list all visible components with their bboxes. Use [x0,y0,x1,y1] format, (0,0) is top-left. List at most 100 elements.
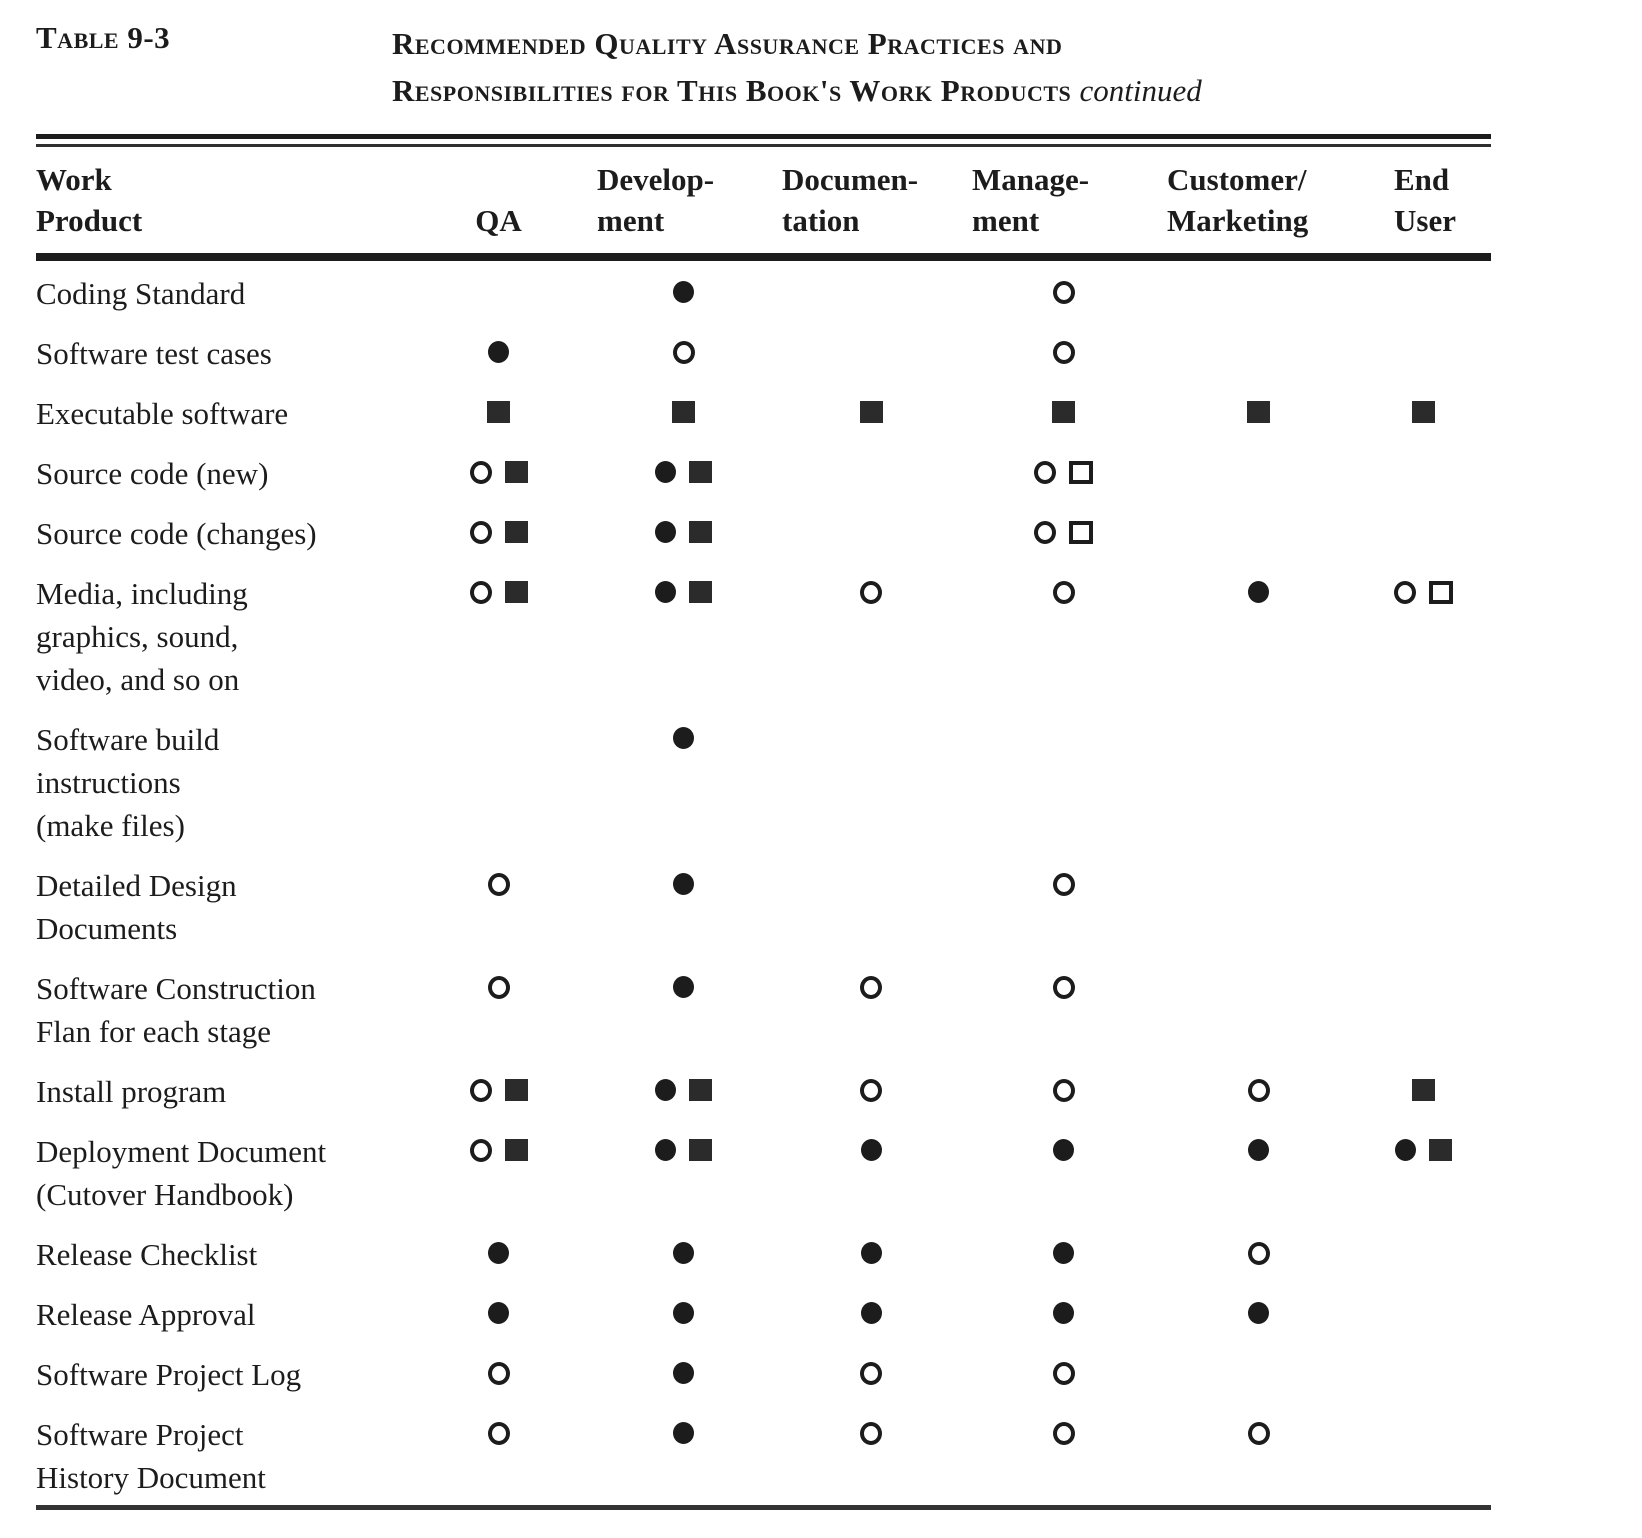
table-row: Release Checklist [36,1222,1491,1282]
work-product-label: Software Project History Document [36,1402,406,1508]
table-row: Software Project History Document [36,1402,1491,1508]
work-product-label: Deployment Document (Cutover Handbook) [36,1119,406,1222]
matrix-cell-end_user [1356,381,1491,441]
matrix-cell-end_user [1356,853,1491,956]
matrix-cell-end_user [1356,561,1491,707]
filled-circle-icon [673,281,694,303]
open-circle-icon [1394,581,1416,604]
open-circle-icon [469,581,492,604]
filled-square-icon [1412,1079,1435,1101]
matrix-cell-development [591,956,776,1059]
filled-square-icon [504,521,528,543]
matrix-cell-customer_marketing [1161,1342,1356,1402]
matrix-cell-qa [406,381,591,441]
matrix-cell-customer_marketing [1161,1282,1356,1342]
filled-circle-icon [655,581,676,603]
work-product-label-line: Flan for each stage [36,1014,271,1049]
open-circle-icon [487,976,510,999]
table-row: Software Construction Flan for each stage [36,956,1491,1059]
matrix-cell-end_user [1356,1342,1491,1402]
matrix-cell-qa [406,257,591,321]
filled-circle-icon [1053,1242,1074,1264]
open-square-icon [1429,581,1453,604]
open-circle-icon [860,581,882,604]
filled-circle-icon [673,976,694,998]
matrix-cell-management [966,257,1161,321]
matrix-cell-management [966,956,1161,1059]
matrix-cell-end_user [1356,321,1491,381]
filled-square-icon [689,461,712,483]
work-product-label-line: Install program [36,1074,227,1109]
work-product-label-line: Software Construction [36,971,316,1006]
table-row: Release Approval [36,1282,1491,1342]
work-product-label: Install program [36,1059,406,1119]
column-header-work_product: Work Product [36,147,406,261]
open-circle-icon [1052,976,1075,999]
matrix-cell-customer_marketing [1161,1119,1356,1222]
filled-circle-icon [655,461,676,483]
column-header-line: Customer/ [1167,162,1307,197]
matrix-cell-development [591,501,776,561]
open-circle-icon [469,461,492,484]
matrix-cell-qa [406,1059,591,1119]
work-product-label: Software Project Log [36,1342,406,1402]
column-header-line: Marketing [1167,203,1309,238]
filled-circle-icon [488,1242,509,1264]
table-header: Work Product QA Develop-ment Documen-tation M… [36,147,1491,261]
matrix-cell-customer_marketing [1161,1222,1356,1282]
table-row: Install program [36,1059,1491,1119]
filled-circle-icon [655,1079,676,1101]
filled-square-icon [504,461,528,483]
filled-square-icon [1052,401,1075,423]
filled-square-icon [504,1079,528,1101]
filled-circle-icon [1248,1302,1269,1324]
work-product-label: Source code (changes) [36,501,406,561]
matrix-cell-documentation [776,257,966,321]
open-circle-icon [860,976,882,999]
matrix-cell-qa [406,321,591,381]
matrix-cell-documentation [776,441,966,501]
work-product-label: Executable software [36,381,406,441]
matrix-cell-customer_marketing [1161,381,1356,441]
table-row: Software Project Log [36,1342,1491,1402]
work-product-label-line: Executable software [36,396,289,431]
filled-circle-icon [1053,1302,1074,1324]
work-product-label-line: Release Approval [36,1297,256,1332]
matrix-cell-qa [406,707,591,853]
filled-square-icon [689,581,712,603]
matrix-cell-management [966,1222,1161,1282]
filled-square-icon [504,581,528,603]
top-rule-upper [36,134,1491,139]
matrix-cell-development [591,1119,776,1222]
matrix-cell-development [591,1059,776,1119]
work-product-label-line: instructions [36,765,181,800]
open-circle-icon [1034,461,1056,484]
open-circle-icon [1052,1079,1075,1102]
table-row: Source code (new) [36,441,1491,501]
matrix-cell-qa [406,561,591,707]
column-header-line: Documen- [782,162,919,197]
filled-square-icon [1429,1139,1452,1161]
filled-circle-icon [860,1139,882,1161]
matrix-cell-management [966,381,1161,441]
filled-circle-icon [1248,1139,1269,1161]
matrix-cell-qa [406,1402,591,1508]
column-header-line: ment [972,203,1040,238]
table-body: Coding Standard Software test cases Execut… [36,257,1491,1508]
matrix-cell-documentation [776,1402,966,1508]
matrix-cell-management [966,441,1161,501]
matrix-cell-management [966,501,1161,561]
matrix-cell-development [591,1402,776,1508]
filled-circle-icon [673,1242,694,1264]
column-header-line: User [1394,203,1456,238]
filled-circle-icon [673,873,694,895]
work-product-label: Media, including graphics, sound, video, a… [36,561,406,707]
matrix-cell-documentation [776,381,966,441]
filled-square-icon [689,1079,712,1101]
work-product-label-line: (Cutover Handbook) [36,1177,294,1212]
matrix-cell-management [966,853,1161,956]
filled-circle-icon [488,341,509,363]
filled-circle-icon [860,1242,882,1264]
work-product-label-line: Detailed Design [36,868,237,903]
filled-square-icon [1247,401,1270,423]
